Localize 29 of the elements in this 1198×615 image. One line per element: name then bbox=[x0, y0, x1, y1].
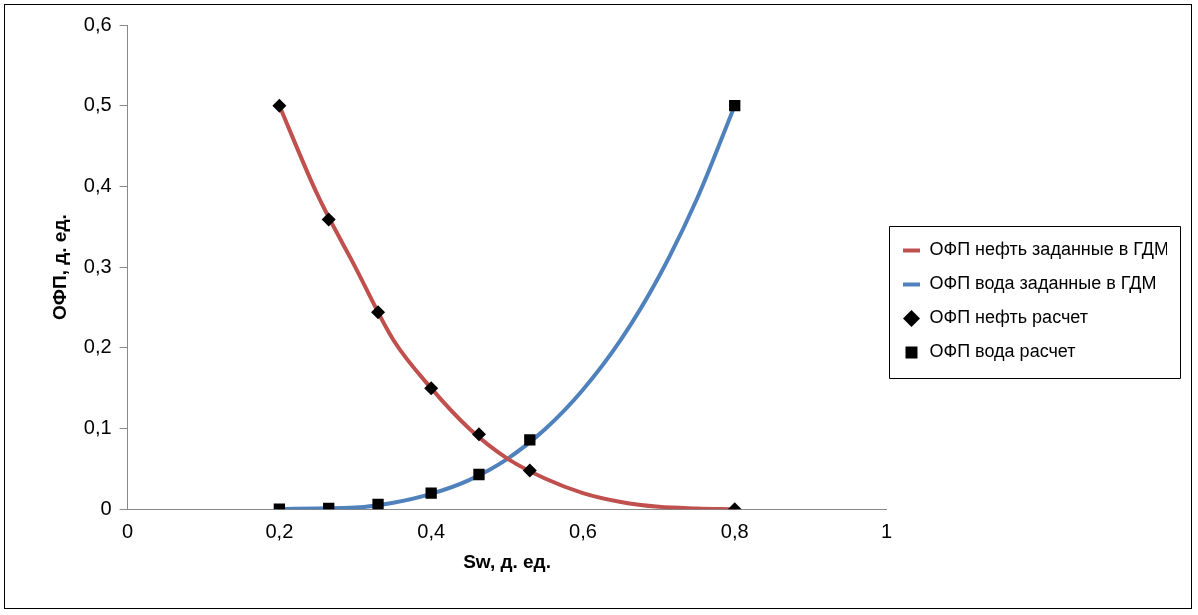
y-tick-label: 0 bbox=[100, 496, 112, 519]
y-tick-label: 0,5 bbox=[83, 93, 112, 116]
x-axis-title: Sw, д. ед. bbox=[463, 550, 551, 572]
point bbox=[371, 305, 386, 320]
x-tick-label: 0 bbox=[122, 519, 134, 542]
point bbox=[524, 434, 536, 446]
y-tick-label: 0,6 bbox=[83, 12, 112, 35]
legend-label: ОФП вода расчет bbox=[929, 341, 1076, 362]
point bbox=[272, 98, 287, 113]
y-tick-label: 0,1 bbox=[83, 416, 112, 439]
legend-label: ОФП вода заданные в ГДМ bbox=[929, 273, 1157, 294]
y-tick-label: 0,4 bbox=[83, 173, 112, 196]
y-tick-label: 0,3 bbox=[83, 254, 112, 277]
legend-label: ОФП нефть расчет bbox=[929, 307, 1088, 328]
y-tick-label: 0,2 bbox=[83, 335, 112, 358]
x-tick-label: 0,2 bbox=[265, 519, 294, 542]
x-tick-label: 0,6 bbox=[569, 519, 597, 542]
point bbox=[424, 381, 439, 396]
x-tick-label: 0,4 bbox=[417, 519, 446, 542]
point bbox=[372, 498, 384, 510]
point bbox=[473, 468, 485, 481]
point bbox=[729, 100, 741, 112]
point bbox=[425, 487, 437, 499]
point bbox=[471, 427, 486, 442]
x-tick-label: 1 bbox=[880, 519, 893, 542]
point bbox=[522, 463, 537, 478]
point bbox=[321, 212, 336, 227]
y-axis-title: ОФП, д. ед. bbox=[48, 214, 70, 320]
x-tick-label: 0,8 bbox=[720, 519, 749, 542]
